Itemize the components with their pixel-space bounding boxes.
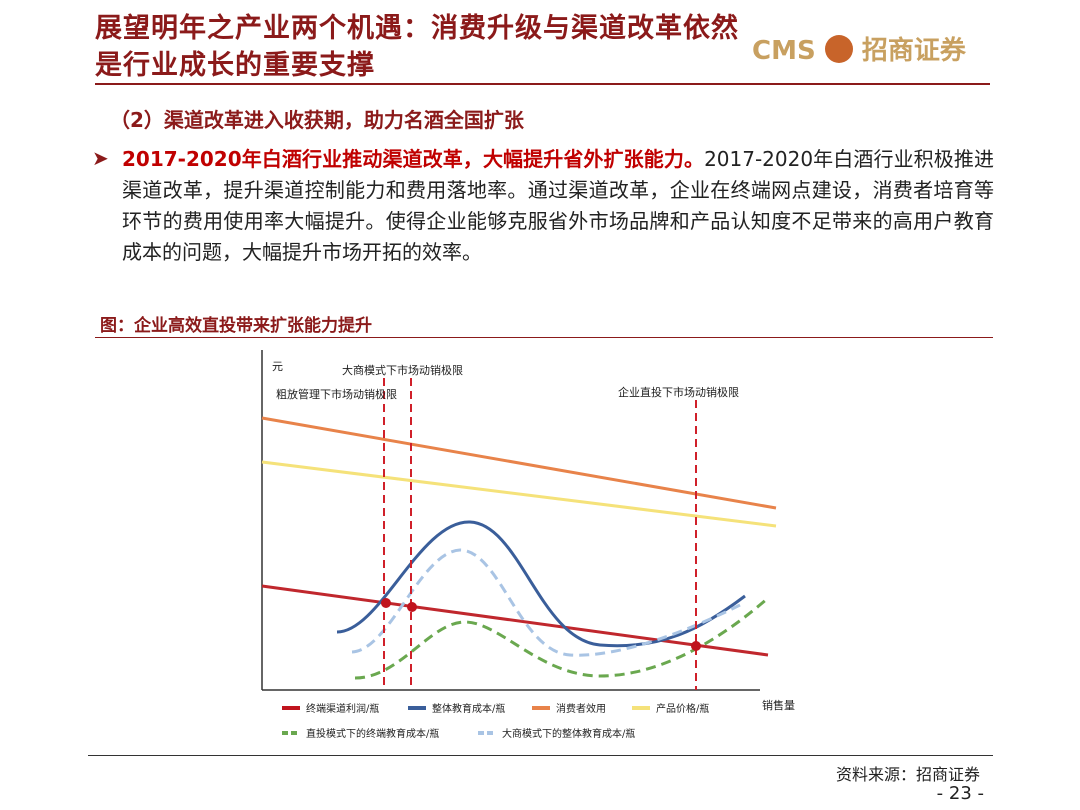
logo-cms: CMS	[752, 36, 816, 66]
intersection-dot	[381, 598, 391, 608]
x-label: 销售量	[762, 698, 795, 712]
intersection-dot	[691, 641, 701, 651]
caption-rule	[95, 337, 993, 338]
section-heading: （2）渠道改革进入收获期，助力名酒全国扩张	[110, 108, 524, 132]
figure-caption: 图：企业高效直投带来扩张能力提升	[100, 316, 372, 336]
annotation: 企业直投下市场动销极限	[618, 385, 739, 399]
price-line	[261, 460, 777, 528]
direct-cost-curve	[354, 596, 769, 680]
education-cost-curve	[336, 520, 746, 648]
title: 展望明年之产业两个机遇：消费升级与渠道改革依然 是行业成长的重要支撑	[95, 10, 739, 84]
distributor-cost-curve	[351, 548, 741, 657]
page-number: - 23 -	[936, 783, 984, 804]
profit-line	[261, 584, 769, 657]
bullet-body: 2017-2020年白酒行业积极推进渠道改革，提升渠道控制能力和费用落地率。通过…	[122, 147, 994, 264]
logo-icon	[824, 35, 853, 63]
title-line: 展望明年之产业两个机遇：消费升级与渠道改革依然	[95, 13, 739, 44]
title-line: 是行业成长的重要支撑	[95, 50, 375, 81]
footer-rule	[88, 755, 993, 756]
bullet-text: 2017-2020年白酒行业推动渠道改革，大幅提升省外扩张能力。2017-202…	[122, 144, 994, 268]
legend-label: 终端渠道利润/瓶	[306, 702, 379, 715]
source: 资料来源：招商证券	[835, 765, 980, 784]
legend-label: 直投模式下的终端教育成本/瓶	[306, 727, 439, 740]
utility-line	[261, 416, 777, 510]
intersection-dot	[407, 602, 417, 612]
logo: CMS 招商证券	[752, 30, 966, 67]
bullet-arrow: ➤	[92, 146, 109, 170]
header-rule	[95, 83, 990, 85]
y-label: 元	[272, 360, 283, 373]
annotation: 大商模式下市场动销极限	[342, 363, 463, 377]
legend-label: 消费者效用	[556, 702, 606, 715]
annotation: 粗放管理下市场动销极限	[276, 387, 397, 401]
legend-label: 产品价格/瓶	[656, 702, 709, 715]
legend-label: 大商模式下的整体教育成本/瓶	[502, 727, 635, 740]
logo-name: 招商证券	[861, 36, 966, 66]
legend-label: 整体教育成本/瓶	[432, 702, 505, 715]
bullet-bold: 2017-2020年白酒行业推动渠道改革，大幅提升省外扩张能力。	[122, 147, 705, 171]
